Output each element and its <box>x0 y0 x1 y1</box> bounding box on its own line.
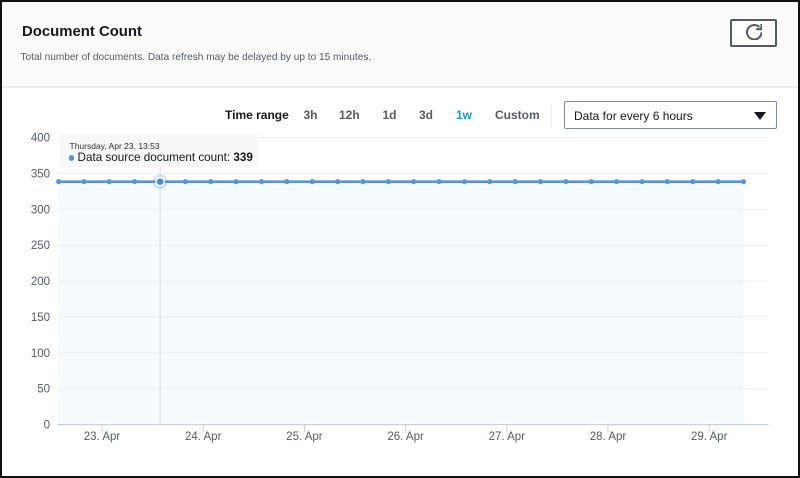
svg-text:26. Apr: 26. Apr <box>387 431 424 443</box>
svg-text:29. Apr: 29. Apr <box>691 431 728 443</box>
svg-text:350: 350 <box>31 168 50 180</box>
svg-text:50: 50 <box>37 384 50 396</box>
svg-text:100: 100 <box>31 348 50 360</box>
svg-text:300: 300 <box>31 204 50 216</box>
svg-text:27. Apr: 27. Apr <box>489 431 526 443</box>
svg-text:200: 200 <box>31 276 50 288</box>
svg-text:25. Apr: 25. Apr <box>286 431 323 443</box>
svg-text:250: 250 <box>31 240 50 252</box>
svg-text:28. Apr: 28. Apr <box>590 431 627 443</box>
svg-text:23. Apr: 23. Apr <box>84 431 121 443</box>
svg-text:400: 400 <box>31 133 50 145</box>
svg-text:24. Apr: 24. Apr <box>185 431 222 443</box>
svg-text:0: 0 <box>44 420 50 432</box>
svg-text:150: 150 <box>31 312 50 324</box>
